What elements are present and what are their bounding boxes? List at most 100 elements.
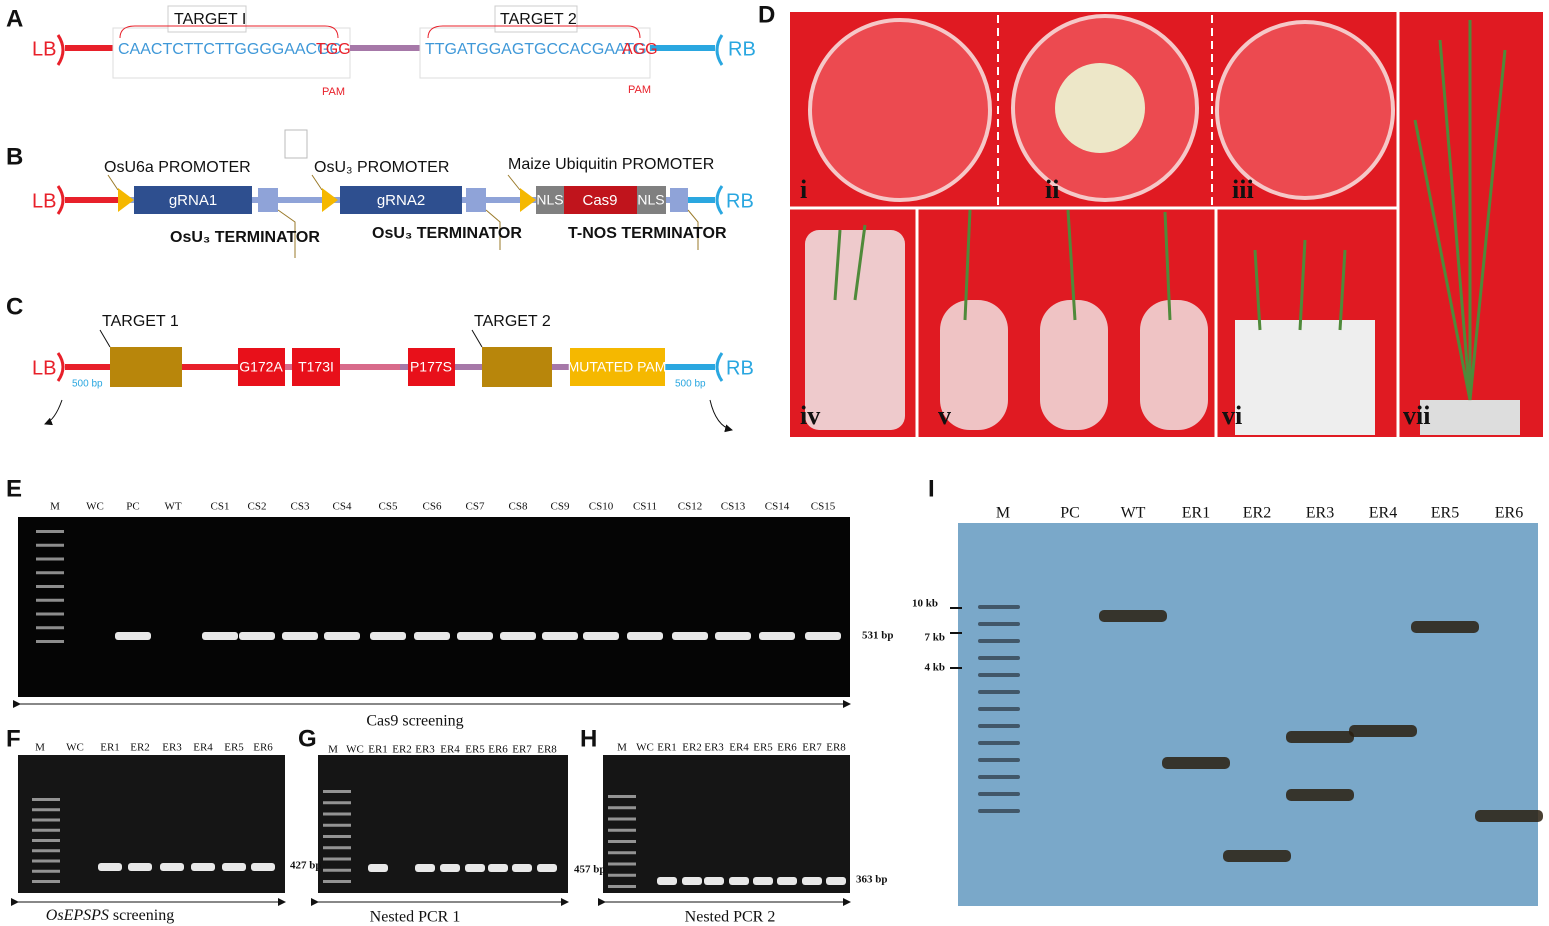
- promoter-label: OsU6a PROMOTER: [104, 159, 251, 176]
- mutation-label: P177S: [410, 359, 452, 375]
- panel-label: D: [758, 1, 775, 28]
- band: [191, 863, 215, 871]
- subpanel-label: vi: [1222, 401, 1242, 430]
- band: [1349, 725, 1417, 737]
- band: [98, 863, 122, 871]
- nls-box: [637, 186, 666, 214]
- lane-label: CS2: [248, 501, 267, 513]
- lb-bracket: [56, 185, 65, 215]
- lb-label: LB: [32, 190, 56, 212]
- ladder-band: [323, 857, 351, 861]
- lane-label: ER6: [1495, 505, 1523, 522]
- cas9-box: [564, 186, 637, 214]
- band: [542, 632, 578, 640]
- target-box: [482, 347, 552, 387]
- lane-label: M: [50, 501, 60, 513]
- promoter: [520, 188, 536, 212]
- size-marker: 10 kb: [912, 598, 938, 610]
- lane-label: CS13: [721, 501, 746, 513]
- promoter: [118, 188, 134, 212]
- label-box: [494, 5, 578, 33]
- ladder-band: [32, 880, 60, 883]
- sequence: TTGATGGAGTGCCACGAATG: [425, 41, 647, 58]
- blank-box: [284, 129, 308, 159]
- pam-label: PAM: [628, 84, 651, 96]
- lane-label: ER6: [253, 742, 273, 754]
- ladder-band: [36, 640, 64, 643]
- ladder-band: [36, 626, 64, 630]
- cas9-label: Cas9: [582, 192, 617, 209]
- target-box: [112, 27, 351, 79]
- lane-label: ER4: [729, 742, 749, 754]
- ladder-band: [978, 622, 1020, 626]
- panels: [11, 5, 1543, 906]
- nls-label: NLS: [637, 192, 664, 208]
- test-tube: [940, 300, 1008, 430]
- subpanel-label: iii: [1232, 175, 1254, 204]
- band: [488, 864, 508, 872]
- caption: OsEPSPS screening: [46, 907, 174, 924]
- band-size: 363 bp: [856, 874, 888, 886]
- pam-sequence: AGG: [622, 41, 658, 58]
- rb-bracket: [715, 185, 724, 215]
- pot: [1420, 400, 1520, 435]
- panel-label: B: [6, 143, 23, 170]
- band: [465, 864, 485, 872]
- lane-label: CS3: [291, 501, 310, 513]
- panel-label: E: [6, 475, 22, 502]
- lane-label: ER8: [537, 744, 557, 756]
- lane-label: ER6: [488, 744, 508, 756]
- ladder-band: [323, 846, 351, 850]
- rb-label: RB: [726, 190, 754, 212]
- ladder-band: [323, 880, 351, 883]
- ladder-band: [323, 868, 351, 872]
- ladder-band: [978, 690, 1020, 694]
- band: [370, 632, 406, 640]
- grna-label: gRNA2: [377, 192, 425, 209]
- band: [512, 864, 532, 872]
- ladder-band: [978, 741, 1020, 745]
- lb-bracket: [56, 352, 65, 382]
- lane-label: CS8: [509, 501, 528, 513]
- terminator-label: OsU₃ TERMINATOR: [372, 225, 522, 242]
- lane-label: ER3: [1306, 505, 1334, 522]
- ladder-band: [32, 808, 60, 812]
- lane-label: WC: [636, 742, 654, 754]
- ladder-band: [608, 840, 636, 843]
- lane-label: ER2: [1243, 505, 1271, 522]
- subpanel-label: iv: [800, 401, 820, 430]
- pam-box: [570, 348, 665, 386]
- gel: [603, 755, 850, 893]
- sequence: CAACTCTTCTTGGGGAACGC: [118, 41, 341, 58]
- band: [753, 877, 773, 885]
- lane-label: WC: [66, 742, 84, 754]
- ladder-band: [608, 806, 636, 810]
- pointer: [107, 174, 699, 258]
- primer-arrow: [44, 399, 63, 426]
- pam-sequence: TGG: [316, 41, 351, 58]
- band: [202, 632, 238, 640]
- size-marker: 4 kb: [925, 662, 946, 674]
- caption-gene: OsEPSPS: [46, 907, 109, 924]
- nls-box: [536, 186, 564, 214]
- band: [1099, 610, 1167, 622]
- band: [715, 632, 751, 640]
- ladder-band: [978, 673, 1020, 677]
- ladder-band: [608, 862, 636, 866]
- mutation-box: [408, 348, 455, 386]
- lane-label: M: [617, 742, 627, 754]
- ladder-band: [978, 605, 1020, 609]
- ladder-band: [978, 758, 1020, 762]
- band: [251, 863, 275, 871]
- subpanel-label: ii: [1045, 175, 1059, 204]
- lane-label: ER1: [1182, 505, 1210, 522]
- test-tube: [1040, 300, 1108, 430]
- lane-label: ER6: [777, 742, 797, 754]
- lane-label: ER2: [682, 742, 702, 754]
- lb-bracket: [56, 34, 65, 66]
- band: [657, 877, 677, 885]
- ladder-band: [36, 571, 64, 575]
- petri-dish: [1215, 20, 1395, 200]
- lane-label: ER1: [368, 744, 388, 756]
- grna-label: gRNA1: [169, 192, 217, 209]
